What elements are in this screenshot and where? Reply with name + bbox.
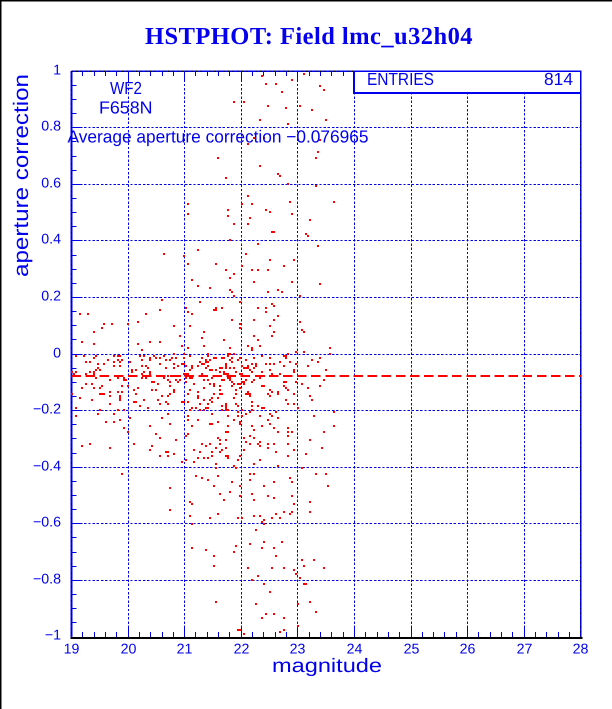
svg-text:Average aperture correction −0: Average aperture correction −0.076965 bbox=[68, 127, 369, 147]
svg-text:aperture correction: aperture correction bbox=[10, 74, 33, 277]
svg-text:0: 0 bbox=[53, 346, 61, 362]
svg-text:−0.4: −0.4 bbox=[33, 459, 61, 475]
svg-text:19: 19 bbox=[64, 641, 80, 657]
svg-text:25: 25 bbox=[404, 641, 420, 657]
svg-text:−0.2: −0.2 bbox=[33, 402, 61, 418]
svg-text:WF2: WF2 bbox=[110, 78, 142, 98]
svg-text:0.2: 0.2 bbox=[41, 289, 61, 305]
svg-text:0.8: 0.8 bbox=[41, 119, 61, 135]
svg-text:F658N: F658N bbox=[99, 98, 153, 118]
svg-text:24: 24 bbox=[347, 641, 363, 657]
svg-text:26: 26 bbox=[460, 641, 476, 657]
svg-text:0.6: 0.6 bbox=[41, 176, 61, 192]
svg-text:−1: −1 bbox=[45, 628, 61, 644]
svg-text:21: 21 bbox=[177, 641, 193, 657]
svg-text:−0.8: −0.8 bbox=[33, 572, 61, 588]
svg-text:1: 1 bbox=[53, 63, 61, 79]
svg-text:22: 22 bbox=[234, 641, 250, 657]
svg-text:28: 28 bbox=[573, 641, 589, 657]
svg-text:−0.6: −0.6 bbox=[33, 515, 61, 531]
svg-text:23: 23 bbox=[290, 641, 306, 657]
svg-text:27: 27 bbox=[517, 641, 533, 657]
svg-text:814: 814 bbox=[544, 69, 573, 89]
svg-text:magnitude: magnitude bbox=[272, 655, 382, 677]
svg-text:0.4: 0.4 bbox=[41, 232, 61, 248]
svg-text:20: 20 bbox=[121, 641, 137, 657]
svg-text:ENTRIES: ENTRIES bbox=[367, 69, 434, 89]
svg-text:HSTPHOT: Field lmc_u32h04: HSTPHOT: Field lmc_u32h04 bbox=[145, 23, 473, 50]
